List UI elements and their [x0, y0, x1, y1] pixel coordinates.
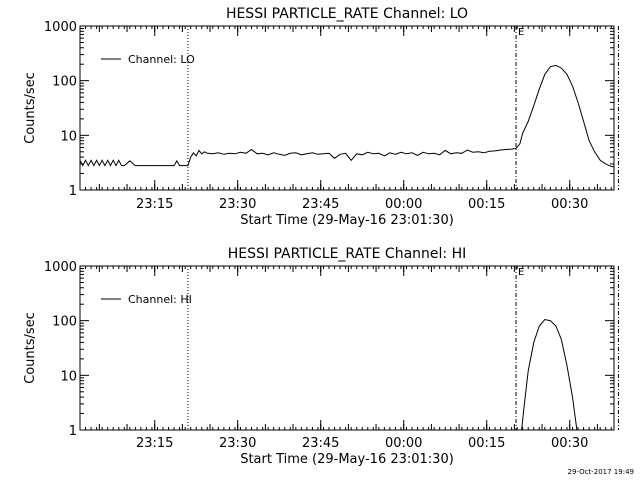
- y-tick-label: 10: [60, 129, 77, 144]
- plot-frame: [79, 25, 615, 191]
- x-tick-label: 00:30: [551, 197, 588, 212]
- y-tick-label: 100: [52, 75, 77, 90]
- x-tick-label: 23:15: [136, 436, 173, 451]
- legend-label: Channel: HI: [128, 293, 192, 306]
- y-tick-label: 1000: [44, 20, 77, 35]
- y-tick-label: 1: [69, 184, 77, 199]
- plot-frame: [79, 265, 615, 431]
- time-marker-label: E: [518, 267, 524, 278]
- legend-label: Channel: LO: [128, 53, 195, 66]
- plot-timestamp: 29-Oct-2017 19:49: [567, 468, 634, 476]
- x-tick-label: 23:45: [302, 436, 339, 451]
- x-axis-label: Start Time (29-May-16 23:01:30): [240, 213, 454, 228]
- x-tick-label: 00:00: [385, 197, 422, 212]
- y-tick-label: 1000: [44, 260, 77, 275]
- x-axis-label: Start Time (29-May-16 23:01:30): [240, 452, 454, 467]
- x-tick-label: 23:45: [302, 197, 339, 212]
- y-tick-label: 100: [52, 315, 77, 330]
- x-tick-label: 00:15: [468, 197, 505, 212]
- chart-panel-2: HESSI PARTICLE_RATE Channel: HI 1 10 100 100…: [23, 246, 619, 467]
- series-line-1: [521, 318, 578, 430]
- time-marker-label: E: [518, 27, 524, 38]
- y-tick-label: 10: [60, 369, 77, 384]
- x-tick-label: 00:00: [385, 436, 422, 451]
- x-tick-label: 00:30: [551, 436, 588, 451]
- chart-panel-1: HESSI PARTICLE_RATE Channel: LO 1 10 100 100…: [23, 6, 619, 228]
- x-tick-label: 23:30: [219, 436, 256, 451]
- x-tick-label: 00:15: [468, 436, 505, 451]
- y-tick-label: 1: [69, 424, 77, 439]
- chart-title: HESSI PARTICLE_RATE Channel: LO: [226, 6, 468, 22]
- x-tick-label: 23:15: [136, 197, 173, 212]
- x-tick-label: 23:30: [219, 197, 256, 212]
- series-line-1: [80, 64, 614, 168]
- y-axis-label: Counts/sec: [23, 72, 38, 144]
- chart-title: HESSI PARTICLE_RATE Channel: HI: [228, 246, 466, 262]
- y-axis-label: Counts/sec: [23, 312, 38, 384]
